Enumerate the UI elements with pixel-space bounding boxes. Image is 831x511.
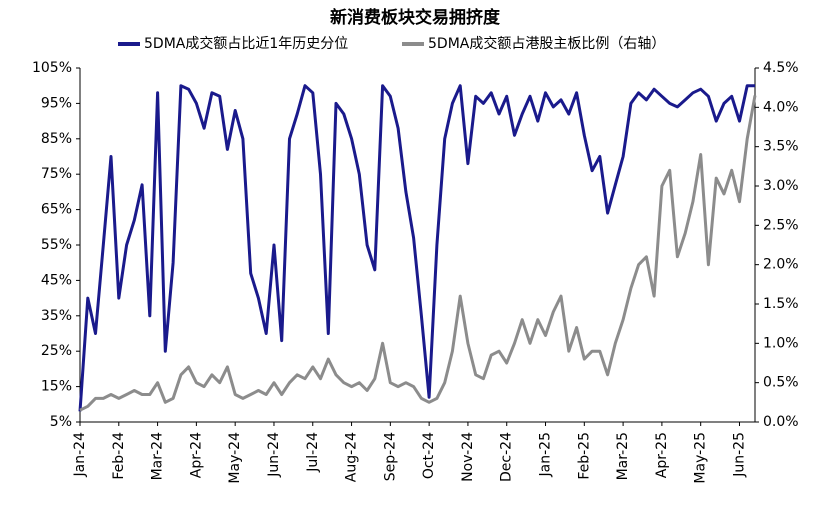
y2-tick-label: 0.5% xyxy=(763,375,799,391)
y2-tick-label: 0.0% xyxy=(763,414,799,430)
y-tick-label: 25% xyxy=(41,343,72,359)
y2-tick-label: 4.5% xyxy=(763,60,799,76)
x-tick-label: Dec-24 xyxy=(499,432,515,482)
x-tick-label: Sep-24 xyxy=(382,432,398,481)
y-tick-label: 45% xyxy=(41,272,72,288)
x-tick-label: Jun-25 xyxy=(731,432,747,478)
series-line xyxy=(78,84,755,412)
legend-label: 5DMA成交额占港股主板比例（右轴） xyxy=(428,35,665,52)
x-tick-label: May-25 xyxy=(693,432,709,484)
y-tick-label: 35% xyxy=(41,308,72,324)
y2-tick-label: 3.0% xyxy=(763,178,799,194)
y2-tick-label: 3.5% xyxy=(763,139,799,155)
x-tick-label: Mar-24 xyxy=(150,432,166,480)
y-tick-label: 5% xyxy=(50,414,72,430)
x-tick-label: Apr-24 xyxy=(188,432,204,478)
series-line xyxy=(79,95,757,412)
y-tick-label: 85% xyxy=(41,131,72,147)
chart-title: 新消费板块交易拥挤度 xyxy=(330,7,501,28)
y-tick-label: 95% xyxy=(41,95,72,111)
y-tick-label: 105% xyxy=(32,60,72,76)
legend-label: 5DMA成交额占比近1年历史分位 xyxy=(144,35,348,52)
x-tick-label: Feb-24 xyxy=(111,432,127,480)
y-tick-label: 65% xyxy=(41,202,72,218)
x-tick-label: Mar-25 xyxy=(615,432,631,480)
y2-tick-label: 2.0% xyxy=(763,257,799,273)
y2-tick-label: 2.5% xyxy=(763,217,799,233)
x-tick-label: May-24 xyxy=(227,432,243,484)
y2-tick-label: 1.5% xyxy=(763,296,799,312)
y-tick-label: 15% xyxy=(41,379,72,395)
x-tick-label: Jan-24 xyxy=(72,432,88,478)
y-tick-label: 55% xyxy=(41,237,72,253)
y-tick-label: 75% xyxy=(41,166,72,182)
x-tick-label: Feb-25 xyxy=(576,432,592,480)
x-tick-label: Nov-24 xyxy=(460,432,476,482)
x-tick-label: Jan-25 xyxy=(538,432,554,477)
x-tick-label: Aug-24 xyxy=(344,432,360,482)
x-tick-label: Oct-24 xyxy=(421,432,437,479)
x-tick-label: Apr-25 xyxy=(654,432,670,478)
y2-tick-label: 1.0% xyxy=(763,335,799,351)
x-tick-label: Jun-24 xyxy=(266,432,282,478)
y2-tick-label: 4.0% xyxy=(763,99,799,115)
x-tick-label: Jul-24 xyxy=(305,432,321,473)
